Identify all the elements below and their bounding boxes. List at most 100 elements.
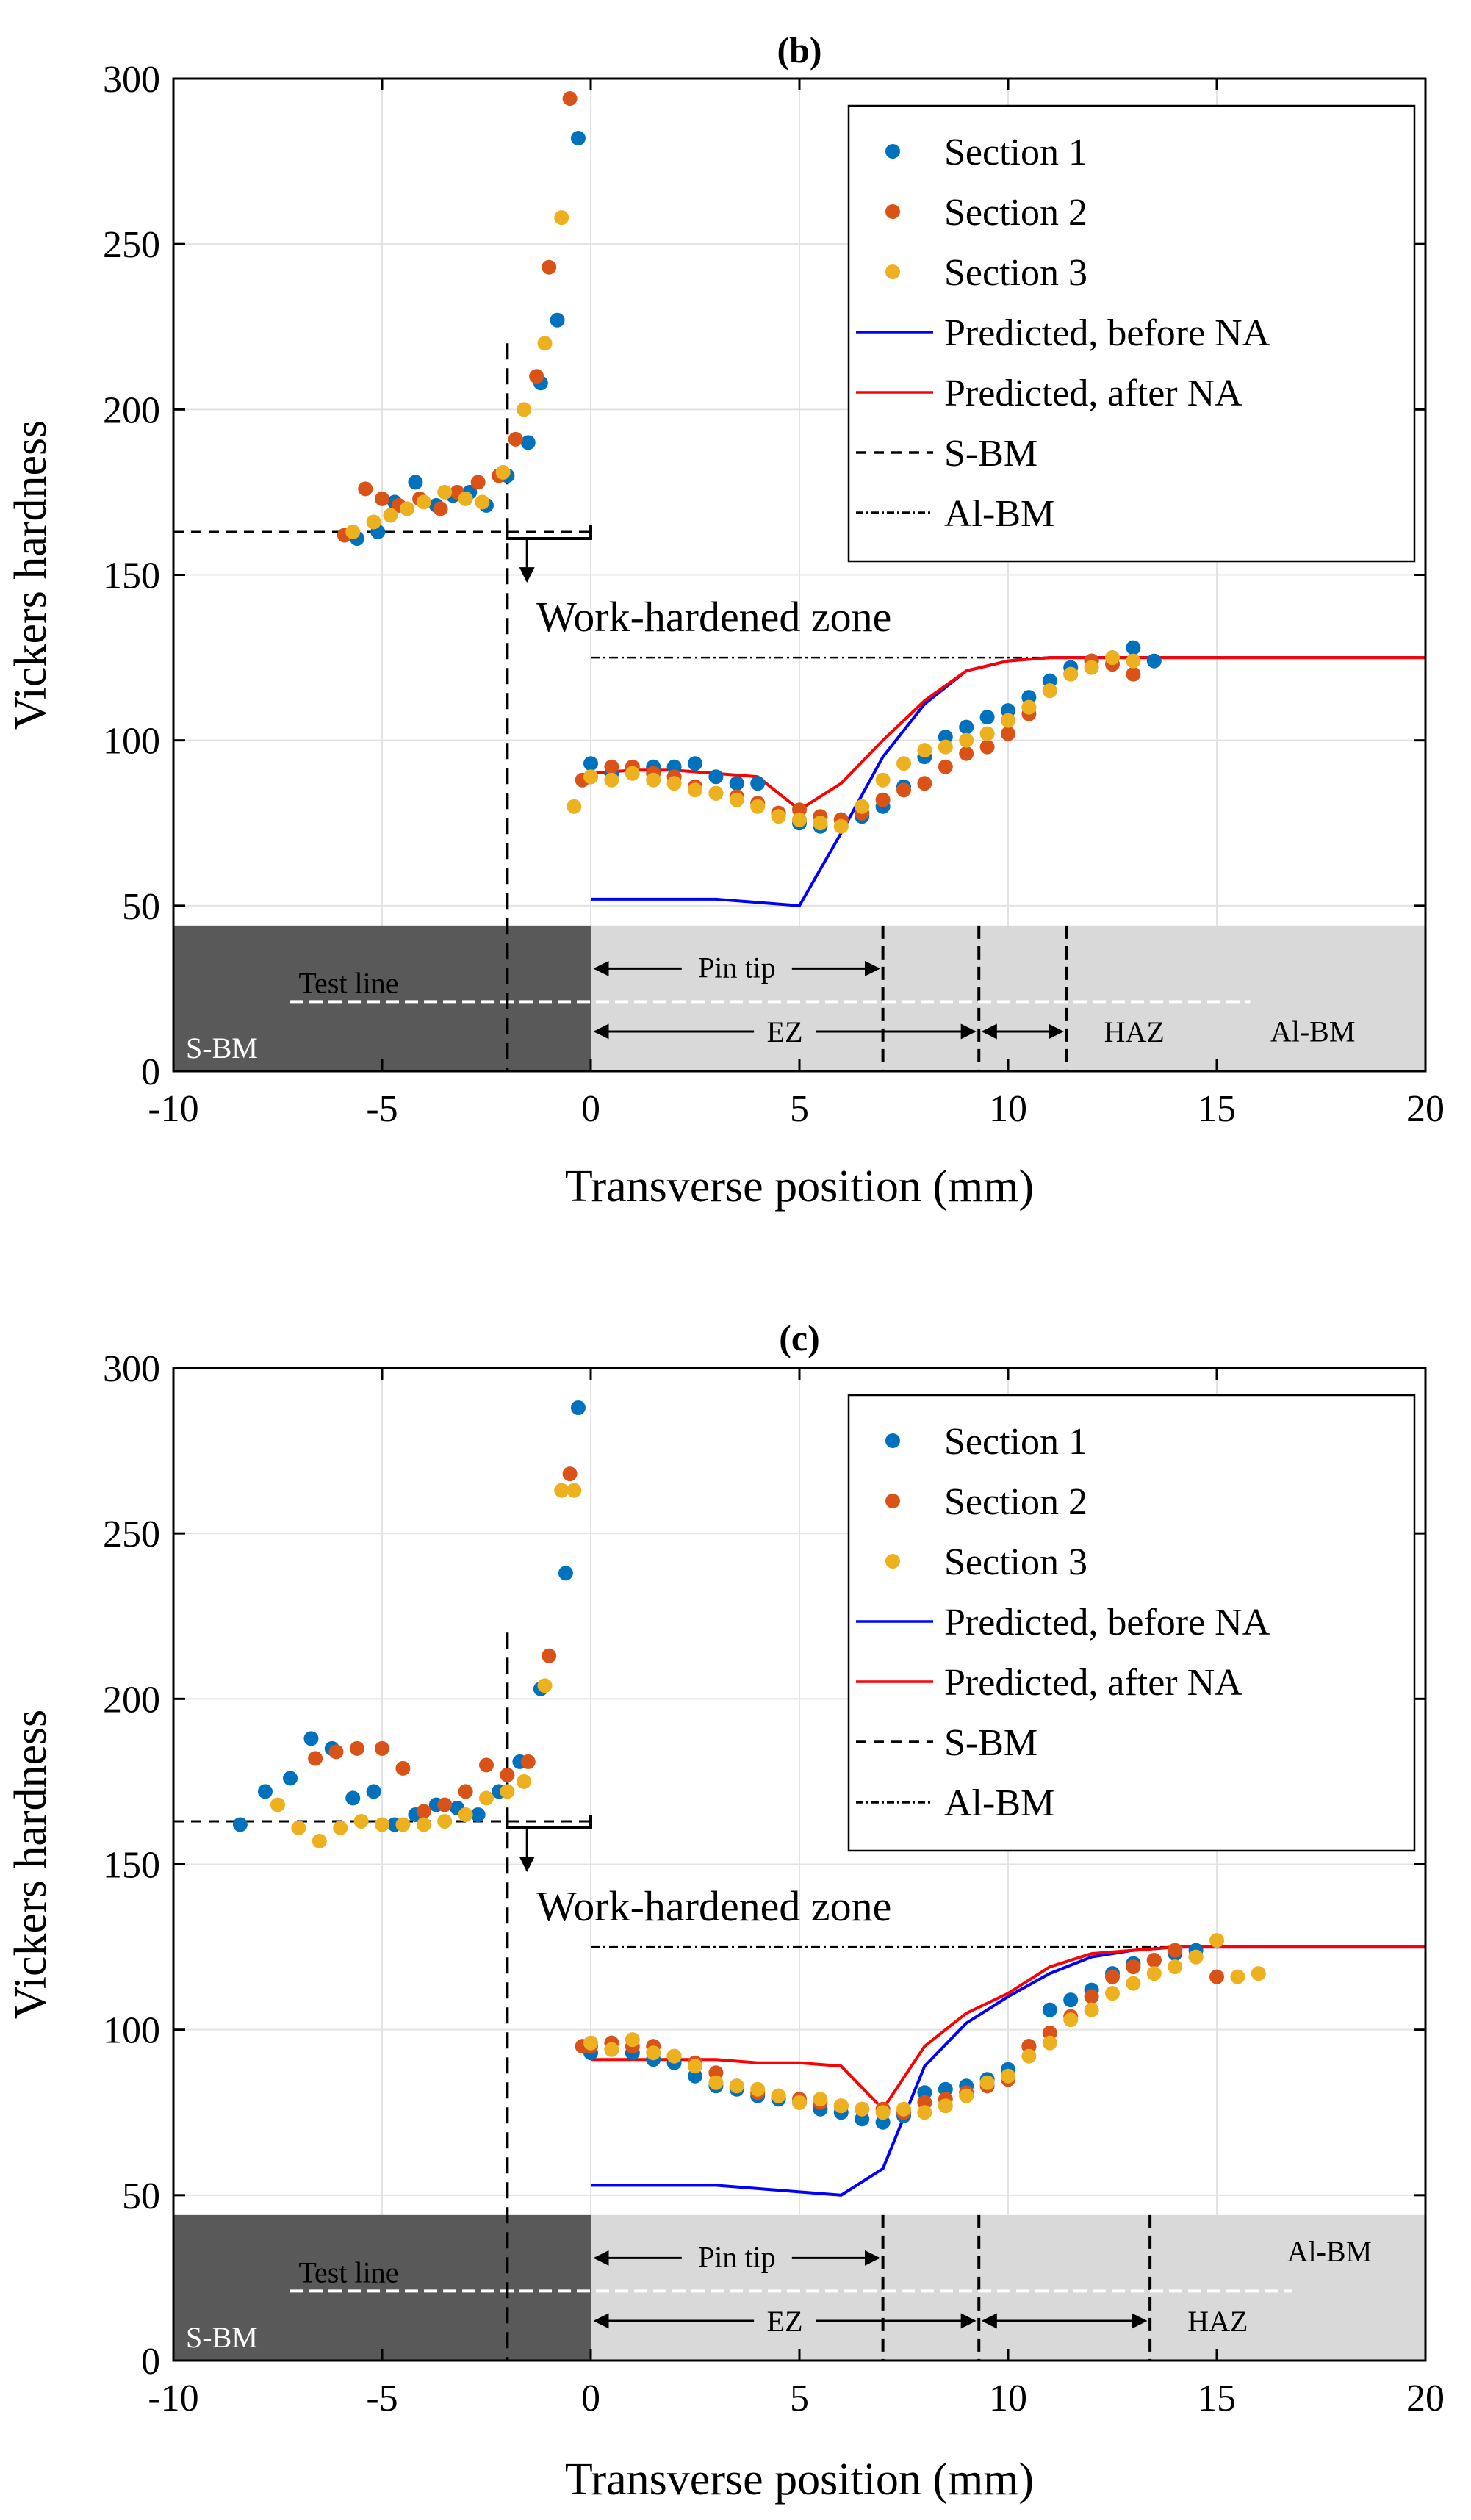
section-2-point	[875, 792, 891, 807]
section-3-point	[458, 491, 473, 506]
section-2-point	[1146, 1953, 1162, 1968]
section-1-point	[729, 776, 744, 791]
section-3-point	[1084, 2002, 1099, 2017]
section-3-point	[813, 816, 828, 831]
section-3-point	[959, 732, 974, 748]
x-tick-label: 5	[790, 1088, 809, 1130]
legend-label: S-BM	[944, 433, 1037, 475]
y-tick-label: 100	[103, 2010, 160, 2052]
legend: Section 1 Section 2 Section 3 Predicted, be…	[847, 1394, 1416, 1852]
section-1-point	[303, 1731, 319, 1746]
section-3-point	[1001, 2068, 1015, 2084]
haz-label: HAZ	[1104, 1015, 1165, 1048]
section-3-point	[896, 756, 911, 771]
section-3-point	[688, 782, 702, 798]
section-2-point	[375, 491, 389, 506]
section-3-point	[416, 494, 431, 510]
section-3-point	[646, 2045, 661, 2061]
section-3-point	[833, 818, 849, 834]
section-3-point	[416, 1817, 431, 1832]
section-3-point	[729, 792, 744, 807]
section-3-point	[708, 785, 724, 801]
section-3-point	[500, 1784, 515, 1799]
section-3-point	[537, 336, 553, 351]
predicted-after-na-line	[591, 1945, 1425, 2112]
test-line-label: Test line	[298, 966, 398, 999]
section-3-point	[625, 766, 640, 781]
x-tick-label: -10	[148, 1088, 198, 1130]
section-3-point	[1001, 713, 1015, 728]
test-line-label: Test line	[298, 2256, 398, 2289]
section-3-point	[1063, 2012, 1079, 2028]
section-1-point	[283, 1771, 298, 1786]
section-3-point	[400, 501, 415, 516]
section-3-point	[1105, 1986, 1120, 2001]
pin-tip-label-bg	[681, 2233, 792, 2272]
x-tick-label: 20	[1406, 1088, 1445, 1130]
section-3-point	[625, 2032, 640, 2048]
section-2-point	[1001, 726, 1015, 741]
chart-title: (b)	[777, 29, 821, 71]
work-hardened-label: Work-hardened zone	[536, 1882, 891, 1930]
section-3-point	[383, 508, 398, 523]
section-2-point	[529, 369, 544, 384]
chart-panel-c: Test line S-BM Al-BM Pin tip EZ HAZ Work-harde…	[6, 1317, 1445, 2505]
section-2-point	[938, 759, 953, 774]
legend-label: S-BM	[944, 1722, 1037, 1764]
legend-label: Section 3	[944, 252, 1087, 294]
section-2-point	[375, 1740, 389, 1756]
legend-marker	[885, 1554, 900, 1569]
ez-label-bg	[754, 2298, 816, 2337]
section-3-point	[666, 776, 682, 791]
section-2-point	[1168, 1943, 1183, 1958]
section-2-point	[562, 1466, 578, 1482]
section-2-point	[542, 259, 557, 275]
legend-label: Predicted, before NA	[944, 312, 1270, 354]
section-1-point	[979, 710, 995, 725]
section-2-point	[1126, 1959, 1141, 1975]
section-3-point	[750, 2081, 766, 2097]
y-tick-label: 0	[141, 2341, 160, 2383]
section-2-point	[500, 1767, 515, 1782]
section-3-point	[495, 464, 511, 480]
section-1-point	[688, 756, 702, 771]
y-tick-label: 300	[103, 1348, 160, 1390]
section-3-point	[917, 2105, 932, 2120]
section-2-point	[395, 1760, 411, 1776]
section-3-point	[729, 2078, 744, 2094]
section-2-point	[959, 746, 974, 761]
section-3-point	[604, 772, 619, 788]
x-tick-label: 10	[989, 1088, 1027, 1130]
section-3-point	[1063, 666, 1079, 682]
y-tick-label: 100	[103, 721, 160, 763]
x-tick-label: 10	[989, 2377, 1027, 2419]
section-3-point	[1042, 2035, 1057, 2051]
work-hardened-bracket	[506, 525, 592, 540]
x-tick-label: 20	[1406, 2377, 1445, 2419]
y-tick-label: 200	[103, 1679, 160, 1721]
section-3-point	[567, 799, 582, 814]
legend-label: Section 1	[944, 132, 1087, 173]
y-tick-label: 50	[122, 886, 160, 928]
legend: Section 1 Section 2 Section 3 Predicted, be…	[847, 104, 1416, 563]
section-2-point	[458, 1784, 473, 1799]
y-tick-label: 0	[141, 1051, 160, 1093]
legend-marker	[885, 1494, 900, 1508]
section-3-point	[395, 1817, 411, 1832]
section-3-point	[583, 769, 598, 785]
legend-box	[847, 1394, 1416, 1852]
chart-panel-b: Test line S-BM Al-BM Pin tip EZ HAZ Work-harde…	[6, 29, 1445, 1212]
legend-marker	[885, 264, 900, 279]
section-3-point	[792, 812, 807, 827]
legend-marker	[885, 144, 900, 159]
x-axis-label: Transverse position (mm)	[565, 1162, 1034, 1212]
section-1-point	[750, 776, 766, 791]
section-3-point	[875, 2105, 891, 2120]
section-3-point	[554, 1483, 569, 1498]
section-2-point	[349, 1740, 364, 1756]
section-2-point	[328, 1744, 344, 1760]
x-tick-label: 15	[1198, 1088, 1236, 1130]
section-3-point	[646, 772, 661, 788]
legend-label: Predicted, before NA	[944, 1602, 1270, 1644]
work-hardened-bracket	[506, 1814, 592, 1829]
